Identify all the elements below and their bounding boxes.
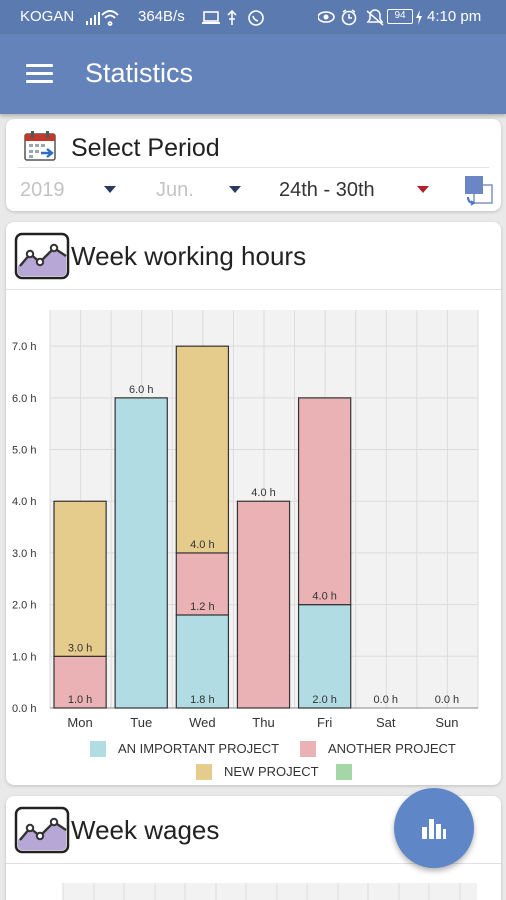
x-tick-label: Sun	[435, 715, 458, 730]
legend-label: NEW PROJECT	[224, 764, 319, 780]
bar-value-label: 4.0 h	[251, 487, 275, 499]
y-tick-label: 3.0 h	[12, 548, 36, 560]
card-title: Week wages	[71, 815, 220, 845]
wages-chart-partial	[62, 883, 477, 900]
bar-segment	[236, 500, 291, 709]
carrier-label: KOGAN	[20, 8, 75, 25]
legend-swatch	[300, 740, 316, 757]
x-tick-label: Thu	[252, 715, 274, 730]
legend-swatch	[90, 740, 106, 757]
bar-segment	[53, 500, 107, 657]
y-tick-label: 0.0 h	[12, 703, 36, 715]
app-bar: Statistics	[0, 34, 506, 114]
bar-value-label: 2.0 h	[312, 694, 336, 706]
year-dropdown-icon[interactable]	[104, 186, 116, 193]
bar-value-label: 0.0 h	[374, 694, 398, 706]
line-chart-icon	[14, 806, 70, 854]
page-title: Statistics	[85, 58, 194, 88]
bar-value-label: 1.0 h	[68, 694, 92, 706]
working-hours-chart: 0.0 h 1.0 h 2.0 h 3.0 h 4.0 h 5.0 h 6.0 h 7.0 h…	[12, 310, 479, 730]
bar-segment	[175, 345, 230, 554]
bar-chart-icon	[422, 819, 446, 839]
network-speed: 364B/s	[138, 8, 185, 25]
divider	[6, 863, 501, 864]
month-dropdown-icon[interactable]	[229, 186, 241, 193]
x-tick-label: Tue	[130, 715, 152, 730]
status-bar: KOGAN 364B/s 94 4:10 pm	[0, 0, 506, 34]
legend-swatch	[336, 763, 352, 780]
divider	[18, 167, 489, 168]
select-period-card: Select Period 2019 Jun. 24th - 30th	[6, 119, 501, 211]
week-hours-card: Week working hours 0.0 h 1.0 h 2.0 h 3.0 h 4…	[6, 222, 501, 785]
y-tick-label: 6.0 h	[12, 393, 36, 405]
x-tick-label: Wed	[189, 715, 216, 730]
legend-item: AN IMPORTANT PROJECT	[90, 740, 279, 757]
bar-value-label: 3.0 h	[68, 642, 92, 654]
legend-label: AN IMPORTANT PROJECT	[118, 741, 280, 757]
bar-value-label: 0.0 h	[435, 694, 459, 706]
bar-value-label: 1.8 h	[190, 694, 214, 706]
calendar-icon	[24, 131, 56, 161]
bar-segment	[297, 397, 352, 606]
system-icons	[318, 9, 384, 26]
y-tick-label: 5.0 h	[12, 445, 36, 457]
legend-item: NEW PROJECT	[196, 763, 319, 780]
y-tick-label: 1.0 h	[12, 651, 36, 663]
signal-wifi-icons	[86, 10, 119, 26]
legend-item	[336, 763, 364, 780]
year-select[interactable]: 2019	[20, 179, 65, 201]
bar-value-label: 1.2 h	[190, 601, 214, 613]
charging-icon	[416, 10, 422, 25]
divider	[6, 289, 501, 290]
y-tick-label: 7.0 h	[12, 341, 36, 353]
bar-segment	[53, 655, 107, 709]
x-tick-label: Sat	[376, 715, 396, 730]
line-chart-icon	[14, 232, 70, 280]
clock: 4:10 pm	[427, 8, 482, 25]
legend-item: ANOTHER PROJECT	[300, 740, 456, 757]
swap-period-icon[interactable]	[460, 173, 496, 207]
bar-value-label: 6.0 h	[129, 384, 153, 396]
week-dropdown-icon[interactable]	[417, 186, 429, 193]
bar-segment	[175, 614, 230, 709]
period-title: Select Period	[71, 134, 220, 162]
battery-icon: 94	[387, 9, 413, 24]
legend-label: ANOTHER PROJECT	[328, 741, 456, 757]
card-title: Week working hours	[71, 241, 307, 271]
bar-value-label: 4.0 h	[312, 591, 336, 603]
bar-segment	[175, 552, 230, 616]
y-tick-label: 4.0 h	[12, 496, 36, 508]
notification-icons	[202, 10, 264, 26]
month-select[interactable]: Jun.	[156, 179, 194, 201]
hamburger-menu-icon[interactable]	[26, 64, 53, 84]
chart-type-fab[interactable]	[394, 788, 474, 868]
bar-value-label: 4.0 h	[190, 539, 214, 551]
bar-segment	[114, 397, 168, 709]
x-tick-label: Fri	[317, 715, 332, 730]
y-tick-label: 2.0 h	[12, 600, 36, 612]
legend-swatch	[196, 763, 212, 780]
week-select[interactable]: 24th - 30th	[279, 179, 375, 201]
x-tick-label: Mon	[67, 715, 92, 730]
bar-segment	[297, 604, 352, 709]
